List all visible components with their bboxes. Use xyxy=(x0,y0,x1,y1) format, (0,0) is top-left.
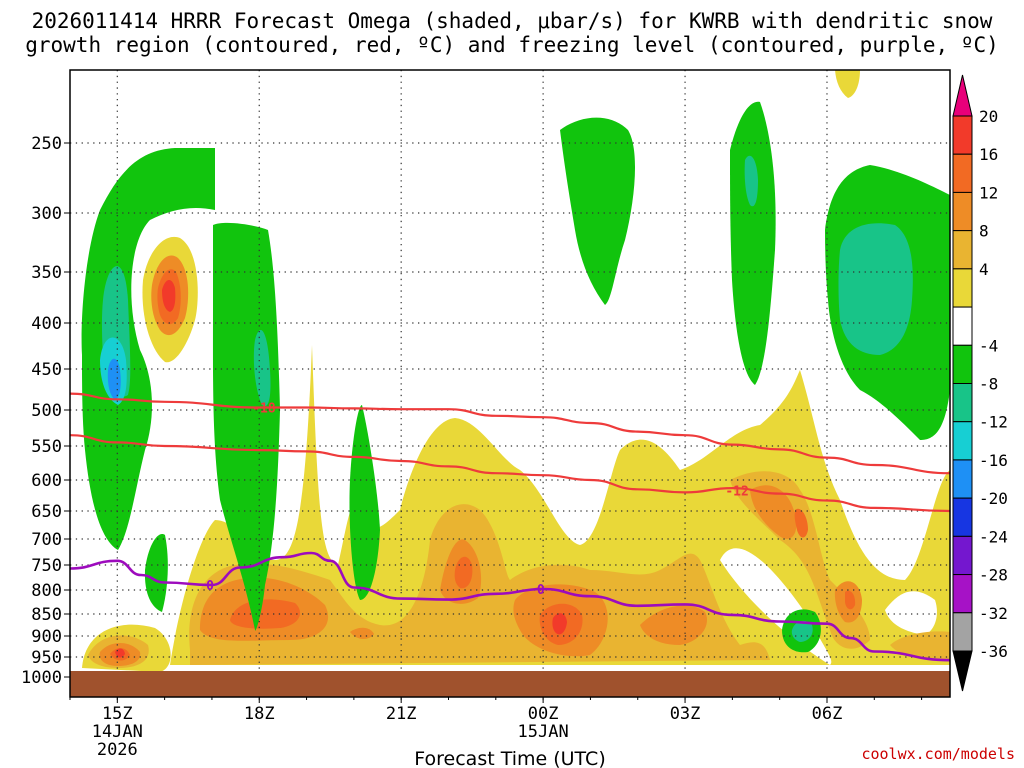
colorbar-segment xyxy=(952,612,973,652)
colorbar-label: 16 xyxy=(979,145,998,164)
colorbar-label: -20 xyxy=(979,489,1008,508)
omega-region-upward-16-20 xyxy=(162,279,176,312)
credit-text: coolwx.com/models xyxy=(861,745,1015,763)
chart-title-line-2: growth region (contoured, red, ºC) and f… xyxy=(25,33,999,57)
omega-region-downward-4-8 xyxy=(349,405,380,600)
contour-label: -18 xyxy=(252,402,276,417)
omega-region-downward-4-8 xyxy=(560,117,636,305)
omega-region-downward-4-8 xyxy=(730,101,776,385)
omega-region-upward-12-16 xyxy=(794,508,808,538)
colorbar-bottom-triangle xyxy=(952,650,973,692)
y-tick-label: 500 xyxy=(31,401,62,421)
colorbar-segment xyxy=(952,230,973,270)
omega-region-downward-8-12 xyxy=(838,223,913,355)
temperature-contours xyxy=(70,392,950,662)
colorbar-label: -16 xyxy=(979,451,1008,470)
colorbar-segment xyxy=(952,383,973,423)
colorbar-label: -28 xyxy=(979,566,1008,585)
colorbar-segment xyxy=(952,191,973,232)
omega-region-upward-8-12 xyxy=(640,605,708,645)
colorbar-segment xyxy=(952,497,973,537)
colorbar-label: -24 xyxy=(979,527,1008,546)
colorbar-label: -12 xyxy=(979,413,1008,432)
freezing-level-contour xyxy=(70,551,950,662)
colorbar-segment xyxy=(952,306,973,346)
y-tick-label: 300 xyxy=(31,204,62,224)
y-tick-label: 350 xyxy=(31,263,62,283)
omega-region-downward-8-12 xyxy=(253,330,271,407)
colorbar-segment xyxy=(952,574,973,614)
x-tick-year-label: 2026 xyxy=(97,740,138,760)
ground-surface xyxy=(70,671,950,697)
colorbar-label: -32 xyxy=(979,604,1008,623)
grid-lines xyxy=(70,70,950,697)
y-tick-label: 450 xyxy=(31,360,62,380)
ground-band xyxy=(70,671,950,697)
omega-region-downward-8-12 xyxy=(744,155,758,207)
colorbar-segment xyxy=(952,153,973,193)
omega-region-downward-4-8 xyxy=(212,222,280,631)
contour-label: 0 xyxy=(206,579,214,594)
y-tick-label: 1000 xyxy=(21,668,62,688)
colorbar-label: 12 xyxy=(979,183,998,202)
colorbar-top-triangle xyxy=(952,74,973,117)
omega-region-neutral xyxy=(885,591,937,635)
y-tick-label: 700 xyxy=(31,530,62,550)
y-tick-label: 800 xyxy=(31,581,62,601)
y-tick-label: 550 xyxy=(31,437,62,457)
omega-region-upward-4-8 xyxy=(890,631,950,660)
isotherm-contour xyxy=(70,392,950,475)
omega-region-downward-8-12 xyxy=(791,620,813,642)
omega-region-downward-4-8 xyxy=(144,534,168,612)
omega-region-upward-12-16 xyxy=(845,590,856,610)
omega-region-upward-0-4 xyxy=(835,70,860,98)
y-tick-label: 750 xyxy=(31,556,62,576)
omega-region-downward-4-8 xyxy=(81,148,215,550)
y-tick-label: 900 xyxy=(31,627,62,647)
x-tick-label: 00Z xyxy=(528,704,559,724)
omega-region-upward-8-12 xyxy=(350,627,374,639)
y-tick-label: 400 xyxy=(31,314,62,334)
x-tick-date-label: 14JAN xyxy=(92,722,143,742)
contour-labels: -18 -12 0 0 xyxy=(206,402,749,598)
colorbar-label: -4 xyxy=(979,336,998,355)
x-tick-label: 03Z xyxy=(670,704,701,724)
colorbar-segment xyxy=(952,115,973,155)
colorbar-segment xyxy=(952,421,973,461)
omega-region-upward-8-12 xyxy=(750,485,797,539)
omega-region-upward-12-16 xyxy=(230,599,300,629)
y-axis: 2503003504004505005506006507007508008509… xyxy=(21,134,70,688)
y-tick-label: 850 xyxy=(31,605,62,625)
plot-frame xyxy=(69,69,951,698)
colorbar-segment xyxy=(952,268,973,308)
colorbar-label: 4 xyxy=(979,260,989,279)
omega-shading xyxy=(81,70,950,672)
y-tick-label: 950 xyxy=(31,648,62,668)
colorbar-segment xyxy=(952,459,973,499)
colorbar-segment xyxy=(952,344,973,384)
colorbar: 20 16 12 8 4 -4 -8 -12 -16 -20 -24 -28 -32 -36 xyxy=(952,74,1008,692)
colorbar-label: -36 xyxy=(979,642,1008,661)
isotherm-contour xyxy=(70,434,950,513)
colorbar-segment xyxy=(952,535,973,576)
contour-label: 0 xyxy=(537,583,545,598)
x-tick-label: 15Z xyxy=(102,704,133,724)
colorbar-label: -8 xyxy=(979,375,998,394)
y-tick-label: 250 xyxy=(31,134,62,154)
x-axis-label: Forecast Time (UTC) xyxy=(414,748,605,768)
omega-region-upward-16-20 xyxy=(552,613,567,635)
x-tick-label: 21Z xyxy=(386,704,417,724)
contour-label: -12 xyxy=(725,485,748,500)
colorbar-label: 20 xyxy=(979,107,998,126)
chart-title-line-1: 2026011414 HRRR Forecast Omega (shaded, … xyxy=(31,9,993,33)
y-tick-label: 650 xyxy=(31,502,62,522)
x-tick-label: 06Z xyxy=(812,704,843,724)
x-tick-label: 18Z xyxy=(244,704,275,724)
x-tick-date-label: 15JAN xyxy=(518,722,569,742)
colorbar-label: 8 xyxy=(979,222,989,241)
y-tick-label: 600 xyxy=(31,471,62,491)
